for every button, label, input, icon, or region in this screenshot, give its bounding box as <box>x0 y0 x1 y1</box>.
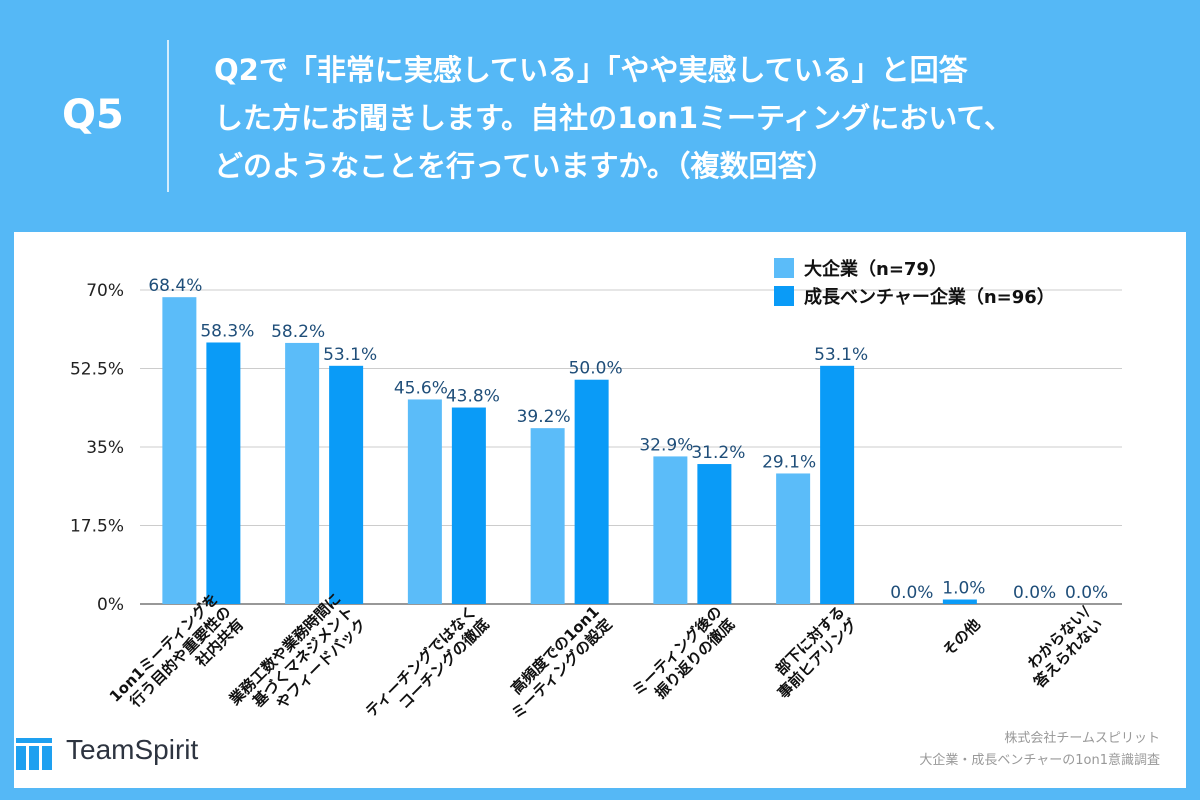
data-label: 0.0% <box>890 583 933 603</box>
y-tick-label: 0% <box>97 595 124 615</box>
data-label: 50.0% <box>569 359 623 379</box>
category-label-line: その他 <box>939 615 984 660</box>
logo-icon <box>16 738 52 770</box>
bar-large <box>530 428 565 604</box>
bar-venture <box>451 407 486 604</box>
data-label: 32.9% <box>639 435 693 455</box>
question-number: Q5 <box>62 92 124 138</box>
bar-venture <box>329 365 364 604</box>
legend-label: 大企業（n=79） <box>804 258 947 280</box>
bar-large <box>776 473 811 604</box>
data-label: 45.6% <box>394 378 448 398</box>
data-label: 1.0% <box>942 579 985 599</box>
data-label: 53.1% <box>814 345 868 365</box>
data-label: 31.2% <box>691 443 745 463</box>
y-tick-label: 35% <box>86 438 124 458</box>
chart-panel: 0% 17.5% 35% 52.5% 70% 68.4% 58.3% 58.2% 53.1% 4… <box>14 232 1186 788</box>
legend-label: 成長ベンチャー企業（n=96） <box>804 286 1055 308</box>
question-line: どのようなことを行っていますか。（複数回答） <box>214 149 836 183</box>
bar-large <box>285 342 320 604</box>
y-tick-label: 17.5% <box>70 517 124 537</box>
category-label: わからない/答えられない <box>1024 602 1106 691</box>
header: Q5 Q2で「非常に実感している」「やや実感している」と回答 した方にお聞きしま… <box>0 0 1200 230</box>
legend-swatch <box>774 258 794 278</box>
data-label: 0.0% <box>1013 583 1056 603</box>
source-line: 大企業・成長ベンチャーの1on1意識調査 <box>919 753 1160 768</box>
question-text: Q2で「非常に実感している」「やや実感している」と回答 した方にお聞きします。自… <box>214 46 1144 190</box>
bar-chart: 0% 17.5% 35% 52.5% 70% 68.4% 58.3% 58.2% 53.1% 4… <box>70 258 1122 723</box>
question-line: した方にお聞きします。自社の1on1ミーティングにおいて、 <box>214 101 1013 135</box>
source-note: 株式会社チームスピリット 大企業・成長ベンチャーの1on1意識調査 <box>919 728 1160 772</box>
data-label: 58.3% <box>200 321 254 341</box>
data-label: 58.2% <box>271 322 325 342</box>
data-label: 53.1% <box>323 345 377 365</box>
y-tick-label: 70% <box>86 281 124 301</box>
bar-venture <box>697 464 732 604</box>
bar-venture <box>206 342 241 604</box>
category-label: その他 <box>939 615 984 660</box>
data-label: 0.0% <box>1065 583 1108 603</box>
bar-large <box>162 297 197 604</box>
question-line: Q2で「非常に実感している」「やや実感している」と回答 <box>214 53 968 87</box>
bar-venture <box>942 599 977 604</box>
bar-large <box>407 399 442 604</box>
y-tick-label: 52.5% <box>70 360 124 380</box>
data-label: 43.8% <box>446 387 500 407</box>
data-label: 39.2% <box>517 407 571 427</box>
legend-swatch <box>774 286 794 306</box>
bar-venture <box>574 379 609 604</box>
data-label: 29.1% <box>762 452 816 472</box>
header-divider <box>167 40 169 192</box>
category-label-line: ティーチングではなく <box>362 602 480 720</box>
bar-venture <box>820 365 855 604</box>
bar-large <box>653 456 688 604</box>
source-line: 株式会社チームスピリット <box>1004 731 1160 746</box>
data-label: 68.4% <box>148 276 202 296</box>
logo-text: TeamSpirit <box>66 734 199 765</box>
